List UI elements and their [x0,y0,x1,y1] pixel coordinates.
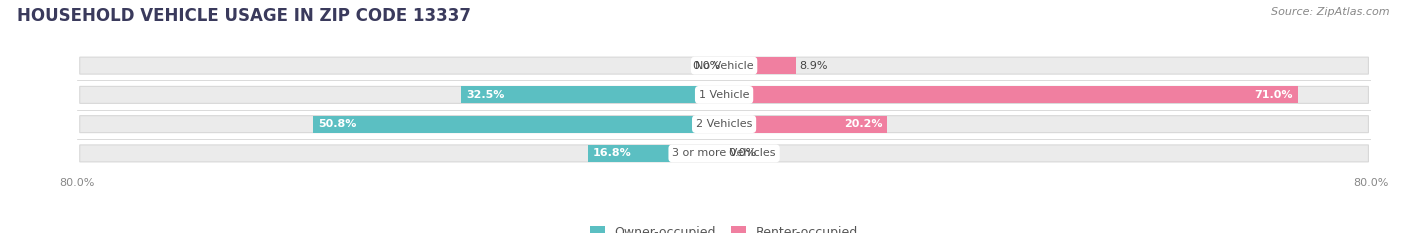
Bar [724,57,796,74]
Text: 16.8%: 16.8% [593,148,631,158]
Bar [588,145,724,162]
FancyBboxPatch shape [80,57,1368,74]
Text: 0.0%: 0.0% [728,148,756,158]
Bar [724,116,887,133]
Text: 71.0%: 71.0% [1254,90,1294,100]
Text: Source: ZipAtlas.com: Source: ZipAtlas.com [1271,7,1389,17]
Bar [461,86,724,103]
Text: 32.5%: 32.5% [467,90,505,100]
Text: 50.8%: 50.8% [318,119,357,129]
FancyBboxPatch shape [80,145,1368,162]
Text: 20.2%: 20.2% [844,119,883,129]
Text: No Vehicle: No Vehicle [695,61,754,71]
Bar [724,86,1298,103]
FancyBboxPatch shape [80,86,1368,103]
Text: 3 or more Vehicles: 3 or more Vehicles [672,148,776,158]
FancyBboxPatch shape [80,116,1368,133]
Bar [314,116,724,133]
Text: 8.9%: 8.9% [799,61,828,71]
Text: HOUSEHOLD VEHICLE USAGE IN ZIP CODE 13337: HOUSEHOLD VEHICLE USAGE IN ZIP CODE 1333… [17,7,471,25]
Text: 1 Vehicle: 1 Vehicle [699,90,749,100]
Legend: Owner-occupied, Renter-occupied: Owner-occupied, Renter-occupied [585,221,863,233]
Text: 2 Vehicles: 2 Vehicles [696,119,752,129]
Text: 0.0%: 0.0% [692,61,720,71]
